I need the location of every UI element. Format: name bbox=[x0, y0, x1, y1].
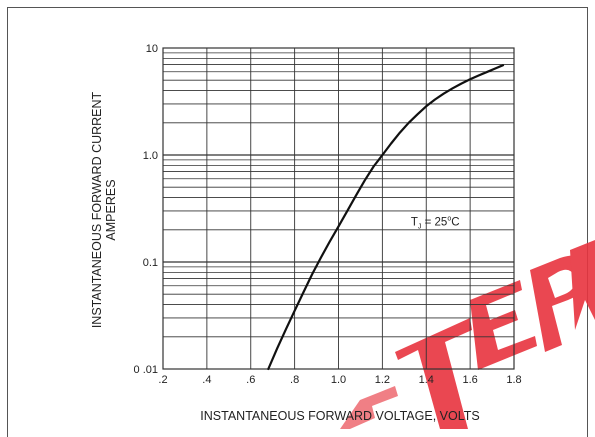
junction-temperature-annotation: TJ = 25oC bbox=[411, 215, 460, 230]
x-tick-label: 1.2 bbox=[375, 374, 390, 386]
curve-layer bbox=[267, 64, 505, 371]
annot-unit: C bbox=[451, 216, 459, 228]
x-tick-label: .2 bbox=[158, 374, 167, 386]
y-tick-label: 10 bbox=[146, 43, 158, 55]
y-axis-title-line1: INSTANTANEOUS FORWARD CURRENT bbox=[90, 91, 104, 328]
y-tick-label: 0.1 bbox=[143, 257, 158, 269]
y-tick-label: 0 .01 bbox=[134, 364, 158, 376]
x-tick-label: 1.4 bbox=[419, 374, 434, 386]
y-axis-title-line2: AMPERES bbox=[104, 179, 118, 240]
forward-current-curve bbox=[267, 64, 505, 371]
x-tick-label: 1.0 bbox=[331, 374, 346, 386]
annot-degree: o bbox=[447, 215, 451, 222]
x-tick-label: 1.6 bbox=[462, 374, 477, 386]
x-tick-label: .8 bbox=[290, 374, 299, 386]
x-tick-label: .6 bbox=[246, 374, 255, 386]
watermark bbox=[340, 240, 595, 429]
x-axis-title: INSTANTANEOUS FORWARD VOLTAGE, VOLTS bbox=[200, 409, 479, 423]
x-tick-label: .4 bbox=[202, 374, 211, 386]
annot-prefix: T bbox=[411, 216, 418, 228]
plot-area bbox=[162, 47, 515, 370]
annot-subscript: J bbox=[418, 223, 422, 230]
x-tick-label: 1.8 bbox=[506, 374, 521, 386]
chart-frame bbox=[7, 7, 588, 437]
annot-suffix: = 25 bbox=[421, 216, 447, 228]
y-tick-label: 1.0 bbox=[143, 150, 158, 162]
x-tick-labels: .2 .4 .6 .8 1.0 1.2 1.4 1.6 1.8 bbox=[158, 374, 521, 386]
y-tick-labels: 0 .01 0.1 1.0 10 bbox=[134, 43, 158, 376]
